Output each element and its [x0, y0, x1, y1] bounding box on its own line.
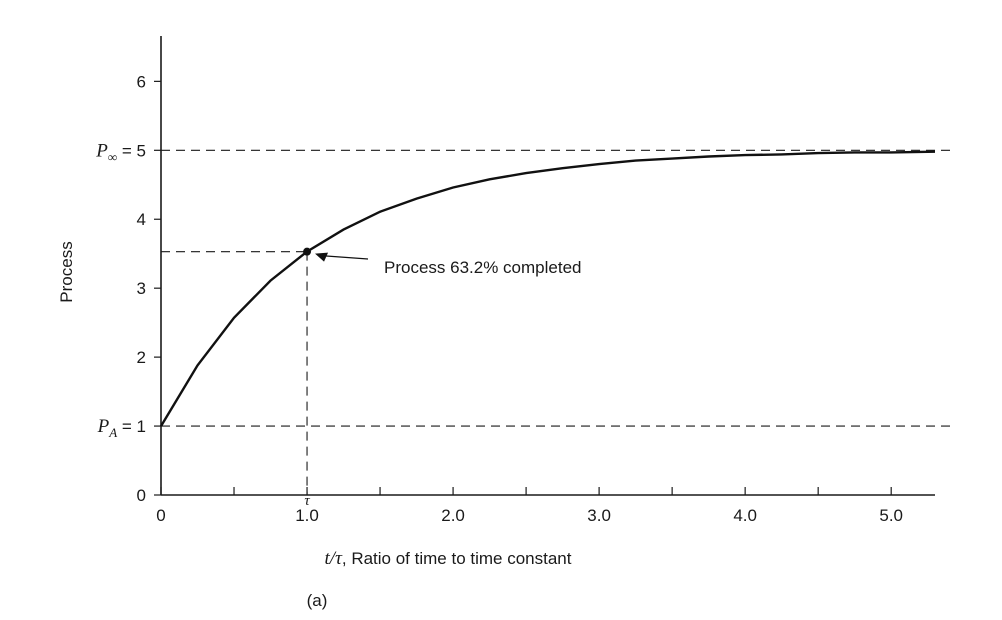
- x-ticks: [160, 487, 892, 495]
- x-tick-label-2_0: 2.0: [441, 506, 465, 525]
- series-group: [159, 150, 936, 427]
- annotation-group: Process 63.2% completed: [303, 247, 582, 277]
- annotation-arrow-head: [315, 252, 329, 262]
- y-axis-label: Process: [57, 241, 76, 302]
- annotation-text: Process 63.2% completed: [384, 258, 582, 277]
- x-tick-label-3_0: 3.0: [587, 506, 611, 525]
- x-tick-label-4_0: 4.0: [733, 506, 757, 525]
- y-tick-label-4: 4: [137, 210, 146, 229]
- x-axis-label: t/τ, Ratio of time to time constant: [325, 548, 572, 569]
- tau-label: τ: [304, 493, 310, 509]
- y-tick-label-0: 0: [137, 486, 146, 505]
- y-tick-label-6: 6: [137, 72, 146, 91]
- x-axis-variable: t/τ: [325, 548, 344, 569]
- y-tick-label-3: 3: [137, 279, 146, 298]
- x-axis-description: , Ratio of time to time constant: [342, 549, 572, 568]
- axes: [154, 36, 935, 496]
- x-tick-labels: 0 1.0 2.0 3.0 4.0 5.0 τ: [156, 493, 903, 525]
- reference-lines: [161, 149, 952, 495]
- x-tick-label-1_0: 1.0: [295, 506, 319, 525]
- figure-caption: (a): [307, 591, 328, 610]
- y-tick-label-2: 2: [137, 348, 146, 367]
- y-special-label-1: PA = 1: [97, 416, 146, 440]
- annotation-arrow-line: [320, 254, 369, 260]
- x-tick-label-0: 0: [156, 506, 165, 525]
- y-special-label-0: P∞ = 5: [95, 140, 146, 164]
- x-tick-label-5_0: 5.0: [879, 506, 903, 525]
- process-curve: [159, 150, 936, 427]
- y-tick-labels: 0 2 3 4 6 P∞ = 5 PA = 1: [95, 72, 146, 505]
- marker-point: [303, 247, 312, 256]
